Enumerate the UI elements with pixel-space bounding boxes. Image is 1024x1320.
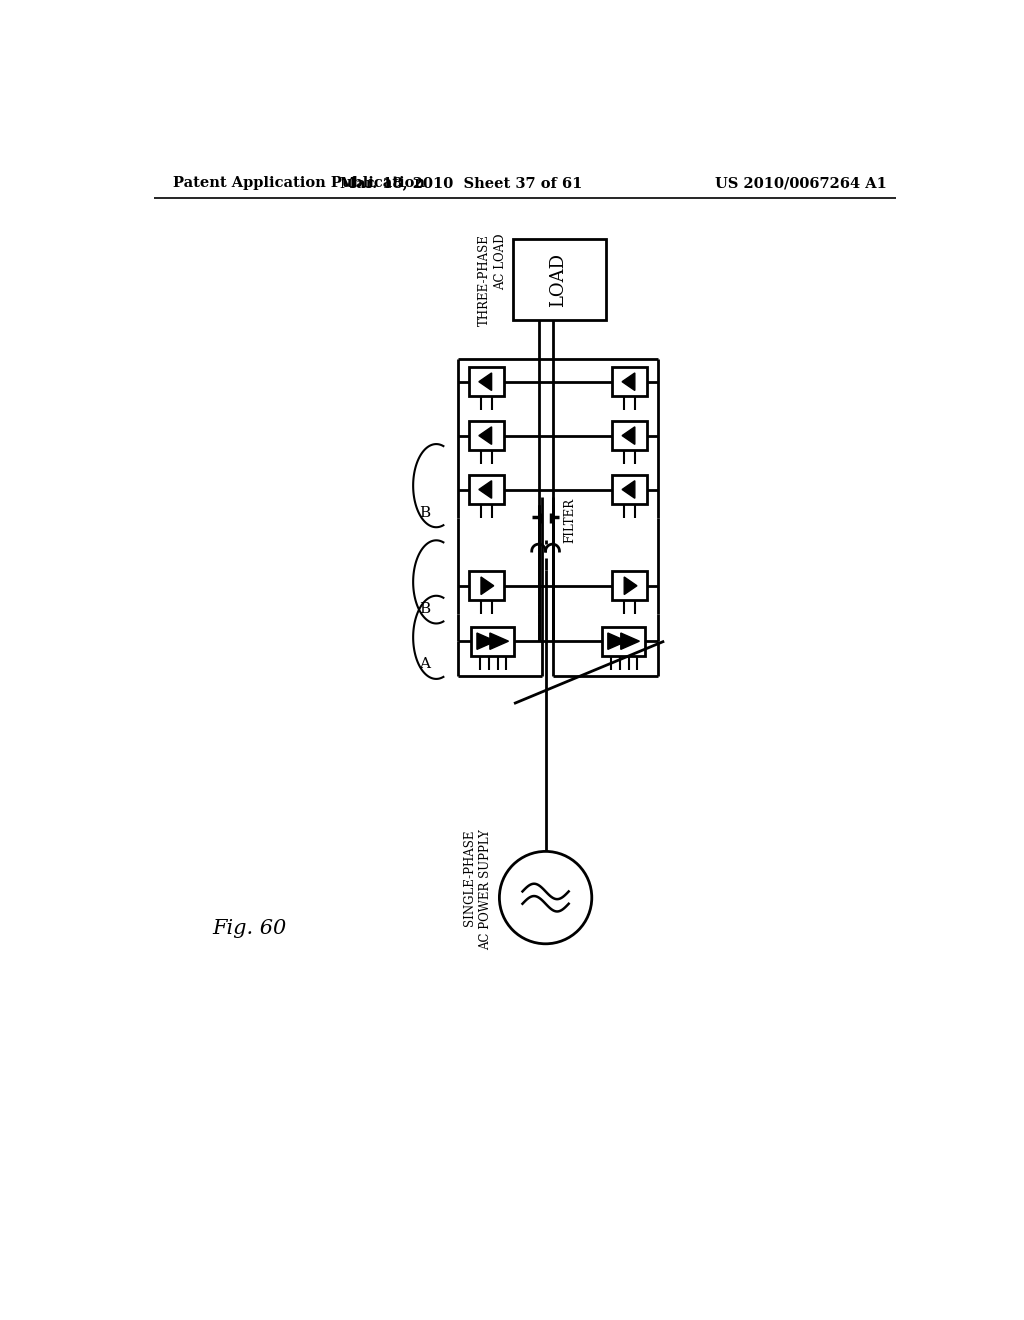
Text: B: B [419, 602, 430, 616]
Polygon shape [625, 577, 637, 594]
Polygon shape [479, 426, 492, 445]
Bar [469, 572, 504, 601]
Polygon shape [489, 634, 509, 649]
Text: Fig. 60: Fig. 60 [213, 919, 287, 939]
Bar [611, 367, 647, 396]
Bar [469, 475, 504, 504]
Bar [611, 421, 647, 450]
Polygon shape [623, 374, 635, 391]
Polygon shape [623, 480, 635, 498]
Bar [611, 475, 647, 504]
Polygon shape [477, 634, 496, 649]
Text: LOAD: LOAD [549, 252, 567, 306]
Bar [602, 627, 645, 656]
Text: A: A [419, 657, 430, 672]
Bar [513, 239, 605, 321]
Text: FILTER: FILTER [563, 498, 577, 544]
Text: Mar. 18, 2010  Sheet 37 of 61: Mar. 18, 2010 Sheet 37 of 61 [340, 176, 583, 190]
Bar [471, 627, 514, 656]
Polygon shape [479, 374, 492, 391]
Bar [469, 421, 504, 450]
Text: B: B [419, 506, 430, 520]
Polygon shape [623, 426, 635, 445]
Text: Patent Application Publication: Patent Application Publication [173, 176, 425, 190]
Polygon shape [621, 634, 639, 649]
Polygon shape [608, 634, 627, 649]
Bar [469, 367, 504, 396]
Text: SINGLE-PHASE
AC POWER SUPPLY: SINGLE-PHASE AC POWER SUPPLY [463, 829, 492, 950]
Polygon shape [481, 577, 494, 594]
Bar [611, 572, 647, 601]
Text: THREE-PHASE
AC LOAD: THREE-PHASE AC LOAD [478, 234, 507, 326]
Polygon shape [479, 480, 492, 498]
Text: US 2010/0067264 A1: US 2010/0067264 A1 [715, 176, 887, 190]
Circle shape [500, 851, 592, 944]
